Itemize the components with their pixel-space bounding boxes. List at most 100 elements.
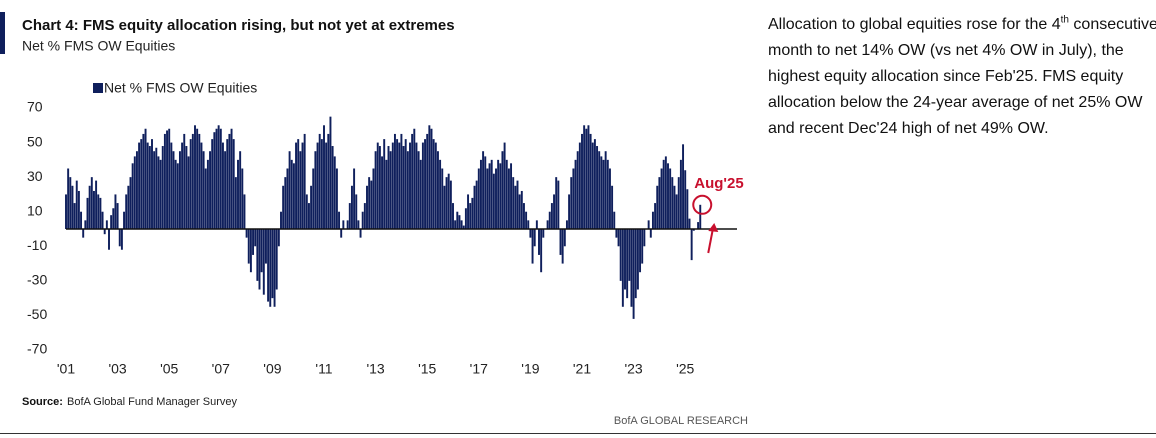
bar: [611, 185, 614, 229]
bar: [323, 125, 325, 229]
bar: [92, 190, 95, 229]
bar: [606, 159, 609, 229]
bar: [249, 229, 252, 273]
bar: [557, 180, 560, 229]
bar: [243, 194, 246, 229]
bar: [187, 156, 190, 229]
bar: [576, 151, 579, 229]
bar: [219, 128, 222, 229]
bar: [510, 163, 513, 229]
bar: [123, 211, 126, 229]
bar: [677, 177, 680, 229]
bar: [65, 194, 67, 229]
bar: [413, 128, 416, 229]
bar: [628, 229, 631, 281]
bar: [116, 203, 119, 229]
bar: [421, 142, 424, 229]
bar: [520, 190, 523, 229]
bar: [516, 180, 519, 229]
bar: [415, 142, 418, 229]
bar: [568, 194, 571, 229]
x-tick-label: '13: [366, 361, 384, 377]
bar: [340, 229, 343, 238]
y-tick-label: -70: [27, 341, 47, 357]
bar: [449, 180, 452, 229]
bar: [252, 229, 255, 255]
commentary-text: consecutive month to net 14% OW (vs net …: [768, 16, 1156, 137]
commentary: Allocation to global equities rose for t…: [768, 12, 1156, 142]
bar: [168, 128, 171, 229]
bar: [409, 142, 411, 229]
bar: [206, 159, 209, 229]
bar: [138, 142, 141, 229]
bar: [462, 225, 465, 229]
bar: [361, 211, 364, 229]
bar: [151, 139, 153, 229]
annotation-circle: [692, 194, 713, 215]
bar: [514, 185, 517, 229]
bar: [460, 220, 463, 229]
bar: [310, 185, 313, 229]
bar: [503, 142, 506, 229]
bar: [277, 229, 280, 247]
bar: [267, 229, 270, 302]
bar: [247, 229, 250, 264]
bar: [632, 229, 635, 319]
bar: [518, 194, 521, 229]
bar: [228, 133, 231, 229]
bar: [561, 229, 564, 264]
bar: [213, 132, 216, 229]
annotation-arrowhead: [708, 223, 719, 232]
bar: [346, 220, 349, 229]
bar: [226, 139, 229, 229]
bar: [305, 194, 308, 229]
bar: [185, 146, 188, 229]
chart-subtitle: Net % FMS OW Equities: [22, 38, 175, 54]
bar: [101, 211, 104, 229]
x-tick-label: '11: [315, 361, 332, 377]
bar: [335, 168, 338, 229]
bar: [260, 229, 263, 273]
bar: [626, 229, 629, 299]
bar: [447, 173, 450, 229]
bar: [671, 177, 674, 229]
bar: [331, 146, 334, 229]
bottom-rule: [0, 433, 1156, 434]
bar: [258, 229, 261, 290]
bar: [662, 159, 665, 229]
bar: [522, 203, 525, 229]
bar: [133, 156, 136, 229]
bar: [656, 185, 659, 229]
bar: [372, 168, 375, 229]
bar: [402, 146, 405, 229]
bar: [634, 229, 637, 299]
bar: [441, 168, 444, 229]
bar: [320, 139, 323, 229]
bar: [114, 194, 117, 229]
bar: [183, 133, 186, 229]
bar: [639, 229, 642, 273]
bar: [381, 156, 384, 229]
bar: [501, 151, 504, 229]
bar: [254, 229, 257, 247]
bar: [200, 142, 203, 229]
bar: [275, 229, 278, 290]
bar: [488, 163, 491, 229]
bar: [103, 229, 106, 235]
bar: [398, 142, 401, 229]
bar: [303, 133, 306, 229]
bar: [553, 194, 556, 229]
bar: [241, 168, 244, 229]
bar: [237, 159, 239, 229]
bar: [325, 142, 328, 229]
bar: [492, 173, 495, 229]
bar: [204, 168, 207, 229]
bar: [439, 159, 442, 229]
bar: [649, 229, 652, 238]
bar: [658, 177, 661, 229]
y-tick-label: -10: [27, 237, 47, 253]
bar: [389, 151, 392, 229]
bar: [660, 168, 663, 229]
bar: [90, 177, 93, 229]
bar: [540, 229, 543, 273]
